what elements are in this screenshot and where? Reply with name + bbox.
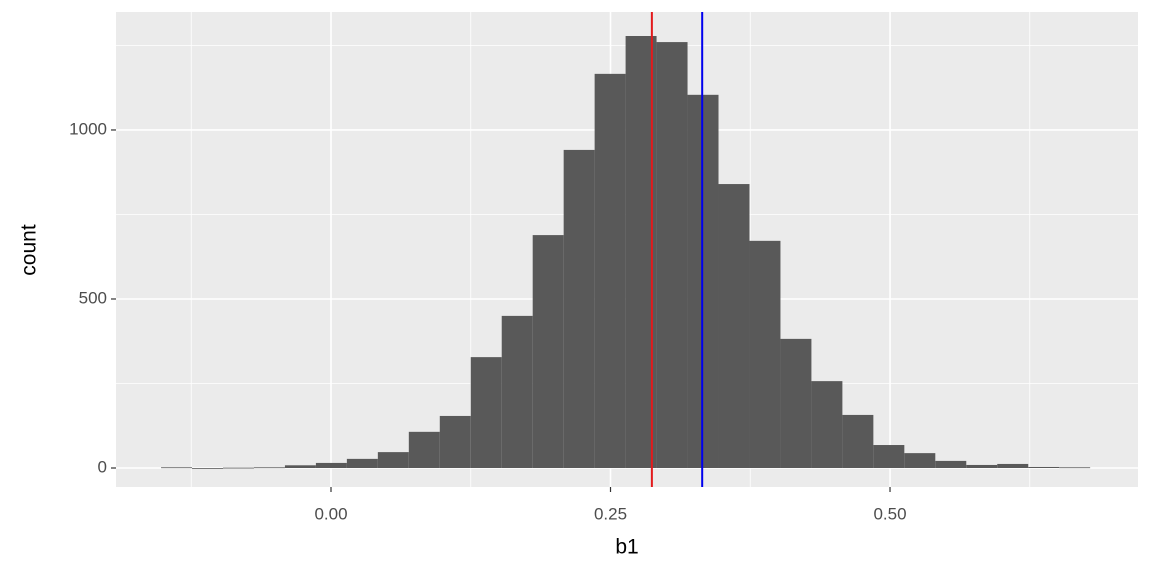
bar	[904, 453, 936, 469]
bar	[192, 468, 223, 469]
bar	[346, 458, 378, 469]
x-axis-title: b1	[615, 536, 638, 559]
bar	[1028, 466, 1060, 469]
bar	[253, 467, 285, 469]
y-tick-label: 1000	[69, 119, 107, 138]
y-tick-label: 500	[79, 288, 107, 307]
bar	[532, 235, 564, 469]
bar	[563, 149, 595, 469]
bar	[997, 463, 1029, 469]
bar	[966, 464, 998, 469]
bar	[780, 338, 812, 469]
bar	[594, 73, 626, 469]
bar	[161, 467, 193, 469]
bar	[315, 462, 347, 469]
bar	[811, 381, 843, 469]
bar	[718, 184, 750, 469]
bar	[439, 415, 471, 469]
bar	[470, 357, 502, 469]
bar	[377, 452, 409, 469]
bar	[408, 431, 440, 469]
y-tick-label: 0	[98, 457, 107, 476]
bar	[284, 465, 316, 469]
bar	[749, 240, 781, 469]
bar	[935, 460, 967, 469]
bar	[501, 315, 533, 469]
bar	[222, 467, 254, 469]
bar	[1059, 467, 1091, 469]
x-tick-label: 0.25	[594, 504, 627, 523]
x-tick-label: 0.50	[873, 504, 906, 523]
bar	[842, 414, 874, 469]
y-axis-title: count	[18, 224, 41, 276]
bar	[656, 42, 688, 469]
bar	[873, 445, 905, 469]
x-tick-label: 0.00	[314, 504, 347, 523]
